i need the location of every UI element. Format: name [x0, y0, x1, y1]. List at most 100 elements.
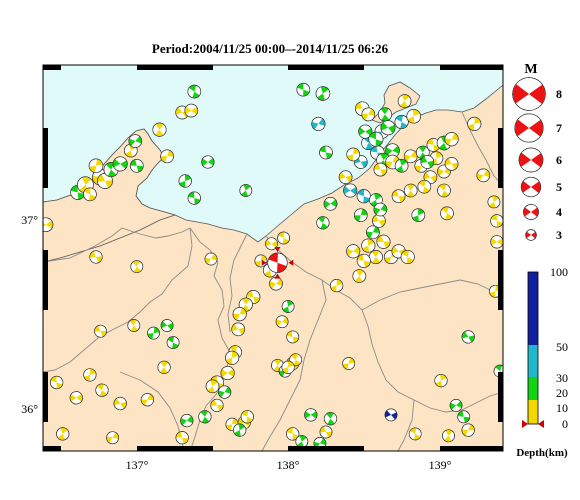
focal-mechanism [95, 383, 109, 397]
focal-mechanism [94, 324, 107, 338]
focal-mechanism [376, 234, 391, 249]
focal-mechanism [373, 202, 388, 217]
focal-mechanism [361, 107, 376, 122]
magnitude-legend-symbol [525, 229, 537, 241]
focal-mechanism [368, 131, 384, 147]
depth-colorbar-shallow [528, 377, 538, 400]
focal-mechanism [353, 208, 368, 222]
depth-zero-marker [522, 420, 528, 428]
focal-mechanism [140, 393, 154, 407]
largest-event-marker [288, 259, 294, 266]
focal-mechanism [204, 252, 218, 266]
focal-mechanism [254, 254, 268, 268]
largest-event-marker [274, 273, 281, 279]
focal-mechanism [281, 360, 295, 374]
focal-mechanism [269, 276, 283, 291]
magnitude-legend-label: 5 [556, 180, 562, 194]
focal-mechanism [461, 330, 475, 344]
focal-mechanism [103, 162, 119, 178]
focal-mechanism [394, 114, 409, 130]
focal-mechanism [201, 155, 215, 169]
focal-mechanism [231, 322, 245, 337]
focal-mechanism [180, 414, 194, 428]
focal-mechanism [391, 189, 406, 203]
focal-mechanism [476, 168, 491, 183]
focal-mechanism [281, 300, 295, 313]
depth-colorbar-deep [528, 272, 538, 345]
magnitude-legend-label: 7 [556, 121, 562, 135]
focal-mechanism [420, 155, 435, 169]
focal-mechanism [346, 147, 361, 162]
focal-mechanism [275, 315, 289, 329]
largest-event-mechanism [267, 252, 288, 273]
magnitude-legend-label: 4 [556, 205, 562, 219]
focal-mechanism [342, 357, 356, 370]
focal-mechanism [112, 156, 128, 172]
focal-mechanism [457, 410, 471, 424]
focal-mechanism [184, 103, 199, 118]
focal-mechanism [152, 122, 167, 137]
focal-mechanism [89, 250, 103, 264]
focal-mechanism [277, 231, 290, 245]
focal-mechanism [43, 217, 54, 232]
focal-mechanism [397, 94, 412, 108]
focal-mechanism [157, 360, 171, 374]
focal-mechanism [385, 143, 400, 158]
focal-mechanism [323, 197, 338, 211]
lon-tick-label: 139° [429, 458, 452, 472]
depth-tick-label: 10 [556, 401, 568, 415]
depth-zero-marker [538, 420, 544, 428]
focal-mechanism [175, 431, 189, 445]
focal-mechanism [50, 375, 64, 390]
depth-tick-label: 20 [556, 386, 568, 400]
focal-mechanism [411, 208, 426, 222]
magnitude-legend-title: M [524, 62, 537, 77]
focal-mechanism [449, 399, 463, 412]
focal-mechanism [330, 279, 344, 293]
focal-mechanism [377, 107, 393, 122]
focal-mechanism [127, 319, 141, 332]
focal-mechanism [434, 374, 448, 388]
focal-mechanism [461, 423, 475, 437]
lon-tick-label: 137° [126, 458, 149, 472]
focal-mechanism [352, 269, 367, 283]
focal-mechanism [128, 134, 143, 148]
focal-mechanism [113, 396, 127, 411]
focal-mechanism [442, 429, 455, 443]
focal-mechanism [147, 326, 160, 340]
focal-mechanism [380, 120, 396, 136]
focal-mechanism [361, 238, 376, 253]
focal-mechanism [384, 408, 398, 422]
depth-legend-title: Depth(km) [516, 447, 568, 459]
lon-tick-label: 138° [277, 458, 300, 472]
focal-mechanism [343, 183, 358, 198]
focal-mechanism [240, 410, 254, 424]
magnitude-legend-label: 3 [556, 228, 562, 242]
focal-mechanism [106, 431, 119, 445]
focal-mechanism [166, 336, 180, 349]
focal-mechanism [323, 412, 338, 426]
magnitude-legend-label: 6 [556, 153, 562, 167]
magnitude-legend-symbol [518, 147, 544, 173]
focal-mechanism [311, 116, 326, 131]
focal-mechanism [130, 260, 144, 273]
focal-mechanism [286, 330, 300, 344]
largest-event-marker [274, 247, 281, 252]
largest-event-marker [261, 259, 267, 266]
focal-mechanism [205, 379, 220, 394]
focal-mechanism [56, 427, 70, 441]
focal-mechanism [487, 195, 501, 209]
focal-mechanism [233, 423, 247, 437]
focal-mechanism [160, 149, 174, 164]
focal-mechanism [440, 206, 454, 221]
lat-tick-label: 36° [21, 402, 38, 416]
magnitude-legend-symbol [520, 176, 542, 198]
magnitude-legend: M 8 7 6 5 4 3 [512, 62, 562, 242]
focal-mechanism [69, 391, 83, 405]
focal-mechanism [304, 408, 318, 422]
focal-mechanism [178, 174, 192, 188]
depth-tick-label: 30 [556, 371, 568, 385]
focal-mechanism [218, 385, 232, 399]
focal-mechanism [88, 158, 104, 174]
